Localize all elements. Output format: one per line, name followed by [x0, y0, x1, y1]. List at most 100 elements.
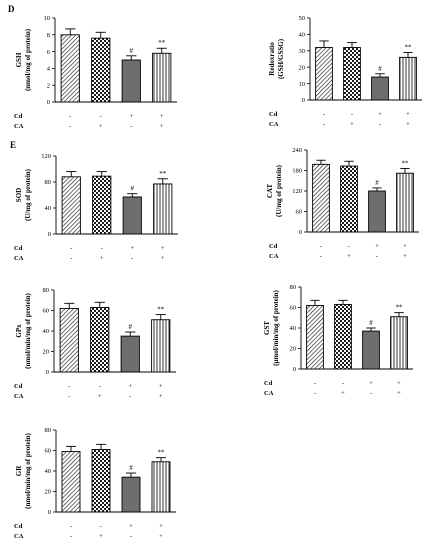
treatment-sign: + — [160, 123, 164, 130]
treatment-sign: + — [159, 383, 163, 390]
bar-1 — [312, 163, 330, 233]
treatment-sign: + — [403, 253, 407, 260]
y-tick-label: 20 — [290, 346, 297, 353]
treatment-sign: - — [68, 393, 70, 400]
treatment-sign: - — [314, 380, 316, 387]
bar-4 — [396, 172, 414, 233]
treatment-sign: + — [403, 243, 407, 250]
bar-1 — [306, 305, 324, 370]
treatment-sign: - — [69, 113, 71, 120]
bar-4 — [153, 183, 173, 235]
treatment-sign: - — [131, 255, 133, 262]
treatment-sign: + — [397, 380, 401, 387]
treatment-label-ca: CA — [264, 390, 274, 397]
treatment-sign: + — [159, 523, 163, 530]
significance-mark: # — [129, 464, 133, 472]
y-tick-label: 180 — [292, 168, 302, 175]
chart-4: 0 20 40 60 80 GPx (nmol/min/mg of protein) # ** C… — [14, 287, 176, 400]
bar-4 — [152, 52, 172, 103]
chart-6: 0 20 40 60 80 GR (nmol/min/mg of protein) # ** Cd… — [14, 427, 176, 540]
treatment-sign: - — [70, 533, 72, 540]
bar-4 — [390, 316, 408, 370]
y-tick-label: 0 — [299, 229, 302, 236]
y-axis-unit: (nmol/mg of protein) — [24, 28, 32, 91]
treatment-sign: + — [347, 253, 351, 260]
treatment-sign: + — [161, 245, 165, 252]
panel-label-d: D — [8, 4, 15, 14]
treatment-sign: - — [323, 121, 325, 128]
significance-mark: ** — [405, 43, 413, 51]
bar-2 — [334, 303, 352, 370]
treatment-label-cd: Cd — [264, 380, 273, 387]
treatment-sign: - — [323, 111, 325, 118]
bar-2 — [92, 175, 112, 235]
significance-mark: # — [369, 319, 373, 327]
treatment-label-ca: CA — [14, 255, 24, 262]
y-axis-unit: (GSH/GSSG) — [277, 38, 285, 79]
y-tick-label: 40 — [290, 325, 297, 332]
bar-3 — [121, 59, 141, 103]
panel-label-e: E — [10, 140, 16, 150]
y-tick-label: 40 — [43, 328, 50, 335]
treatment-sign: - — [130, 533, 132, 540]
chart-2: 0 40 80 120 SOD (U/mg of protein) # ** Cd - - + + CA -… — [14, 153, 178, 262]
bar-2 — [340, 165, 358, 233]
bar-4 — [151, 319, 171, 373]
bar-1 — [61, 176, 81, 235]
chart-1: 0 10 20 30 40 50 Redoxratio (GSH/GSSG) # ** Cd - - + +… — [268, 15, 422, 128]
y-tick-label: 50 — [299, 15, 306, 22]
treatment-sign: + — [406, 111, 410, 118]
bar-2 — [343, 47, 361, 101]
y-tick-label: 10 — [44, 15, 51, 22]
y-tick-label: 80 — [45, 427, 52, 434]
bar-1 — [315, 47, 333, 101]
y-tick-label: 20 — [45, 489, 52, 496]
y-tick-label: 80 — [43, 287, 50, 294]
bar-4 — [399, 56, 417, 101]
treatment-label-ca: CA — [269, 121, 279, 128]
y-tick-label: 0 — [48, 509, 51, 516]
y-axis-label: GST — [263, 321, 271, 335]
treatment-sign: - — [376, 253, 378, 260]
treatment-sign: - — [70, 245, 72, 252]
treatment-sign: + — [160, 113, 164, 120]
treatment-sign: - — [100, 523, 102, 530]
treatment-sign: - — [99, 383, 101, 390]
bar-3 — [122, 196, 142, 235]
y-tick-label: 60 — [43, 308, 50, 315]
bar-3 — [121, 476, 141, 513]
treatment-sign: - — [342, 380, 344, 387]
treatment-sign: + — [129, 113, 133, 120]
y-tick-label: 40 — [45, 468, 52, 475]
treatment-sign: - — [129, 393, 131, 400]
bar-2 — [90, 306, 110, 373]
y-axis-unit: (U/mg of protein) — [275, 164, 283, 217]
treatment-sign: + — [130, 245, 134, 252]
treatment-sign: - — [351, 111, 353, 118]
bar-3 — [368, 190, 386, 233]
bar-3 — [120, 335, 140, 373]
treatment-label-cd: Cd — [14, 523, 23, 530]
bar-3 — [362, 330, 380, 370]
bar-2 — [91, 449, 111, 513]
treatment-sign: - — [320, 243, 322, 250]
treatment-sign: - — [100, 113, 102, 120]
treatment-label-cd: Cd — [14, 383, 23, 390]
significance-mark: ** — [159, 170, 167, 178]
treatment-sign: + — [159, 393, 163, 400]
treatment-sign: + — [99, 533, 103, 540]
treatment-sign: + — [375, 243, 379, 250]
y-tick-label: 6 — [47, 49, 51, 56]
y-tick-label: 0 — [46, 369, 49, 376]
treatment-sign: + — [161, 255, 165, 262]
treatment-sign: - — [69, 123, 71, 130]
treatment-label-cd: Cd — [14, 113, 23, 120]
y-tick-label: 0 — [48, 231, 51, 238]
treatment-sign: - — [314, 390, 316, 397]
bar-1 — [59, 308, 79, 373]
treatment-sign: + — [406, 121, 410, 128]
treatment-sign: - — [348, 243, 350, 250]
y-tick-label: 0 — [293, 366, 296, 373]
treatment-sign: - — [379, 121, 381, 128]
